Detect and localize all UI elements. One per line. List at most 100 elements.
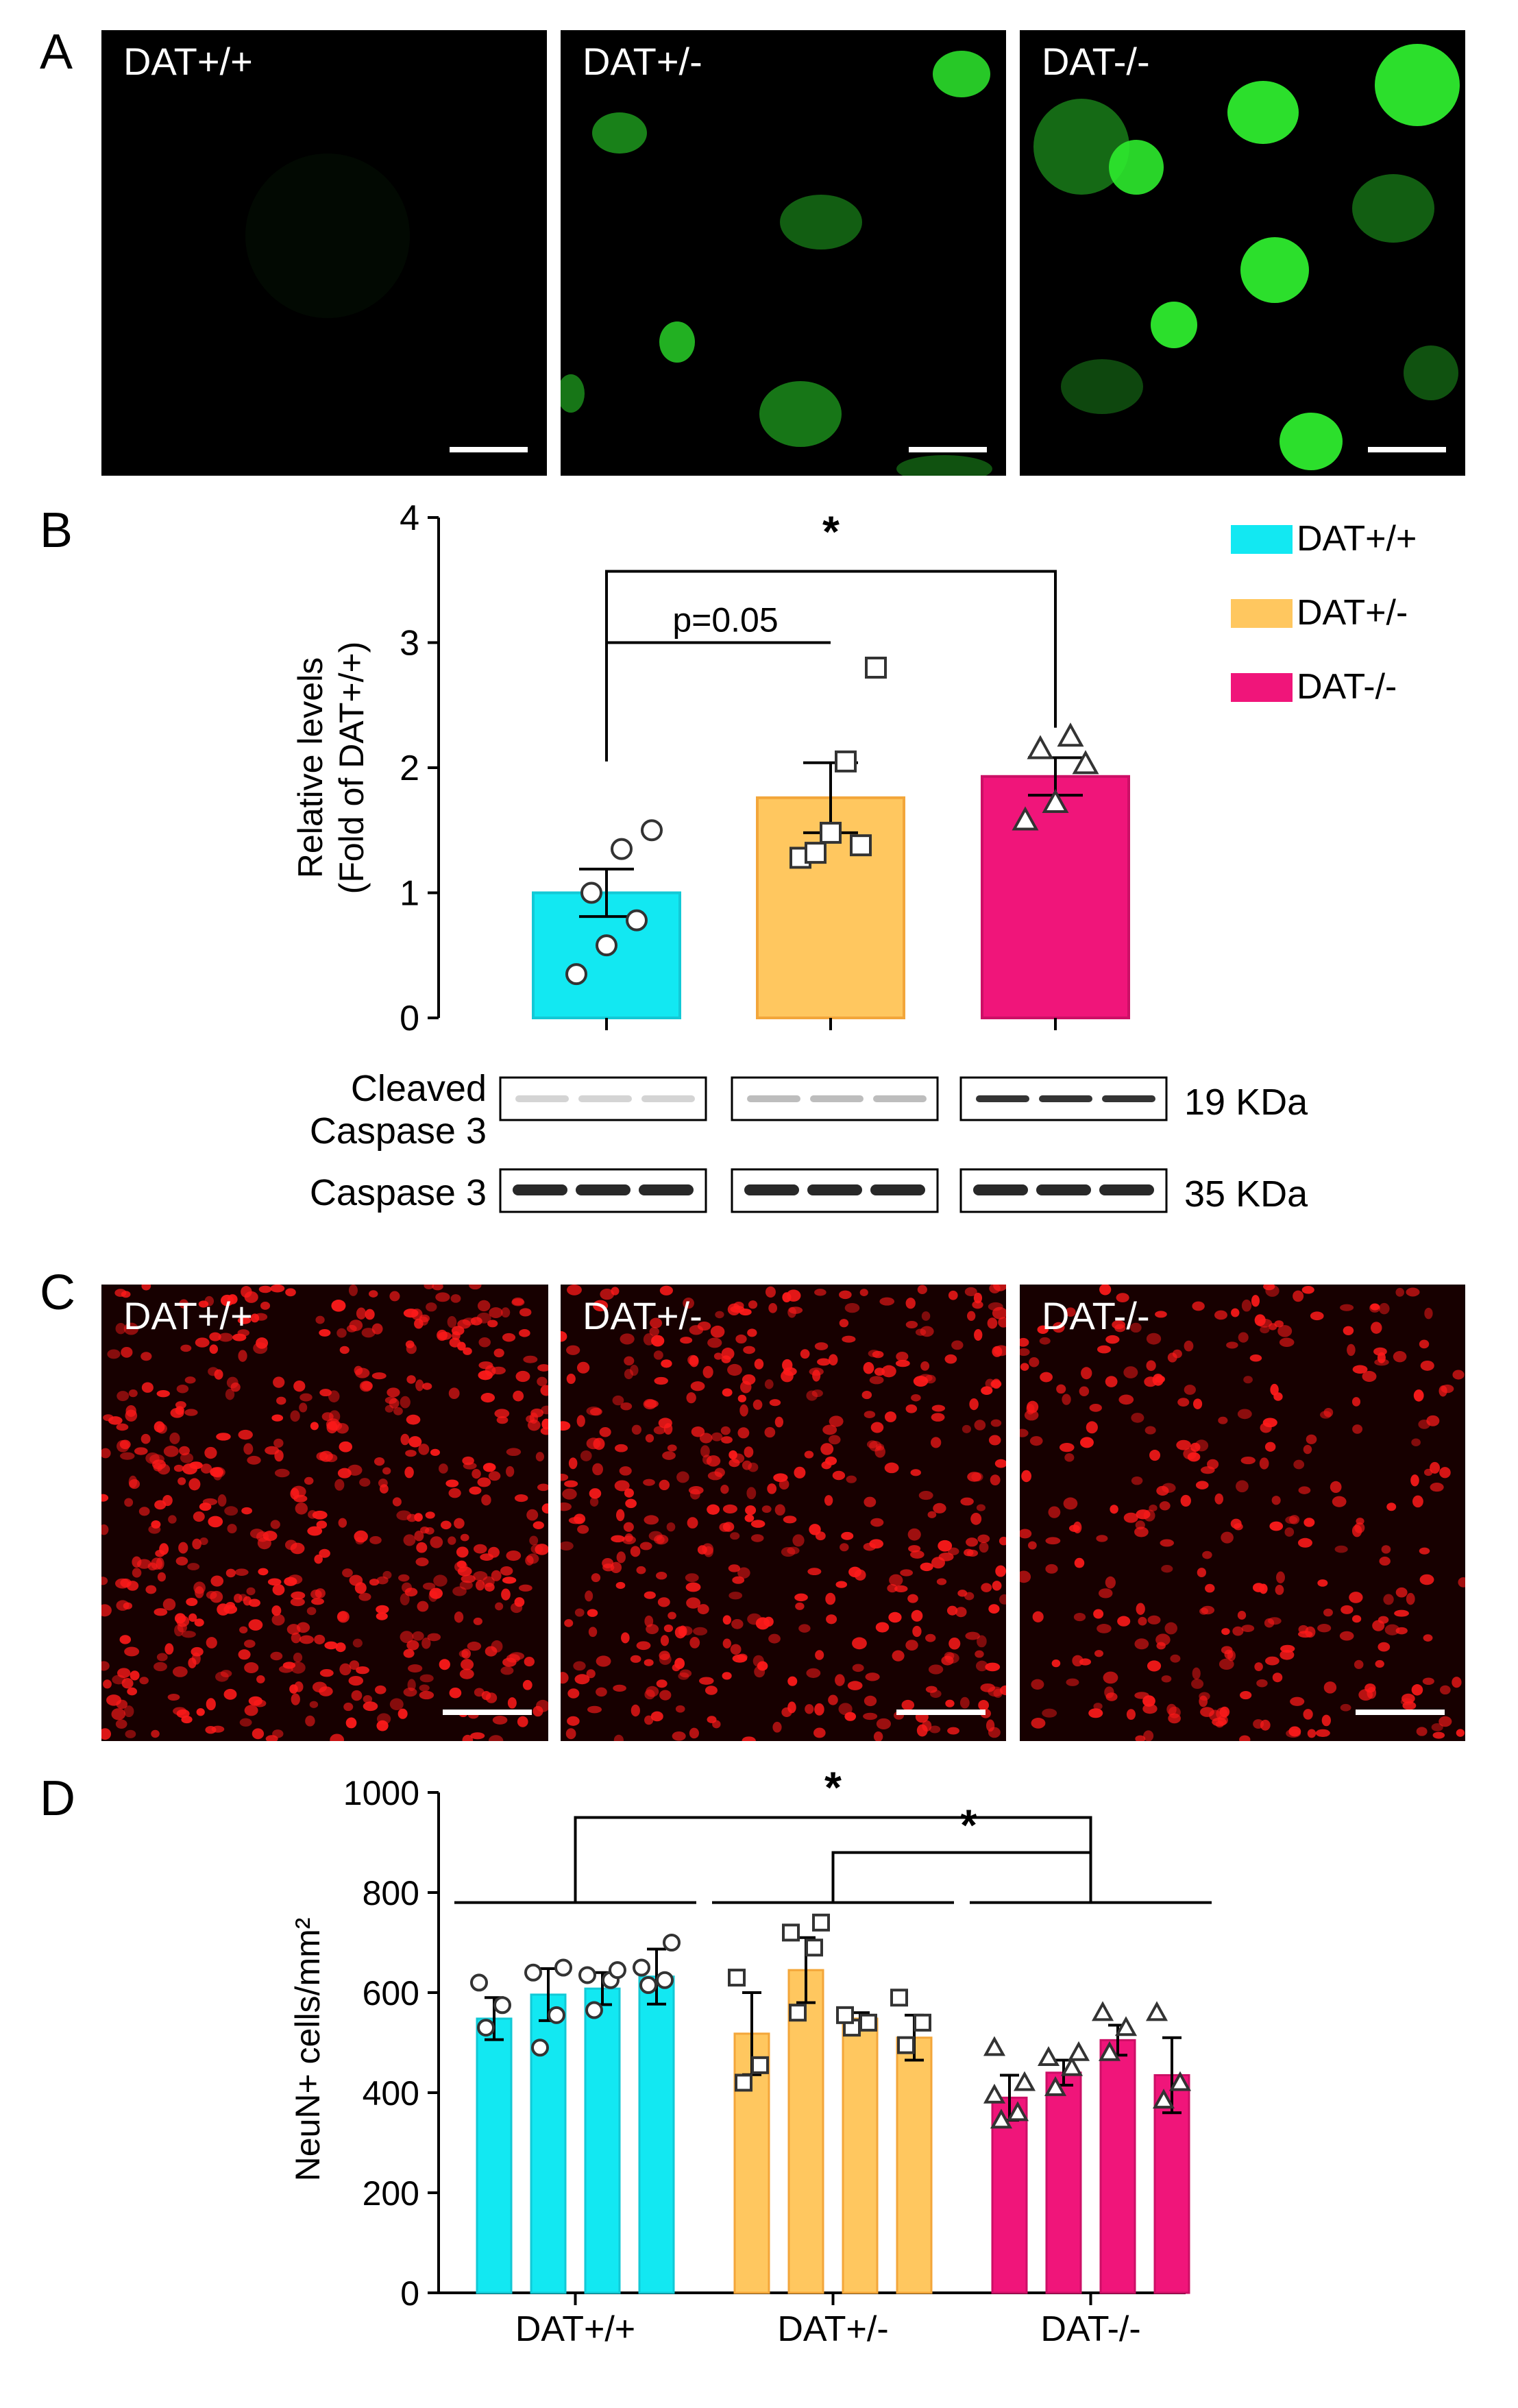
neuron <box>107 1349 121 1359</box>
neuron <box>705 1686 718 1695</box>
neuron <box>580 1450 592 1461</box>
data-point <box>477 2019 495 2037</box>
y-tick-label: 800 <box>363 1874 419 1912</box>
neuron <box>1195 1481 1209 1489</box>
neuron <box>1199 1692 1210 1701</box>
neuron <box>154 1608 168 1616</box>
neuron <box>1419 1574 1434 1585</box>
data-point <box>890 1989 908 2007</box>
neuron <box>869 1539 884 1549</box>
green-signal-wt <box>245 154 410 318</box>
neuron <box>363 1701 378 1712</box>
neuron <box>106 1694 121 1706</box>
neuron <box>507 1697 517 1709</box>
neuron <box>506 1466 515 1477</box>
neuron <box>502 1333 516 1342</box>
neuron <box>369 1536 382 1544</box>
neuron <box>501 1307 511 1318</box>
neuron <box>348 1675 364 1686</box>
neuron <box>1339 1631 1354 1641</box>
neuron <box>376 1605 389 1614</box>
neuron <box>959 1696 970 1709</box>
neuron <box>321 1412 334 1422</box>
neuron <box>1253 1719 1264 1729</box>
neuron <box>561 1672 569 1684</box>
neuron <box>488 1735 504 1741</box>
neuron <box>722 1672 732 1680</box>
neuron <box>596 1687 607 1697</box>
neuron <box>838 1703 853 1716</box>
annotation-star: * <box>824 1763 842 1812</box>
neuron <box>117 1391 130 1402</box>
neuron <box>966 1537 979 1547</box>
neuron <box>101 1448 111 1459</box>
neuron <box>1031 1717 1046 1729</box>
neuron <box>336 1423 349 1434</box>
neuron <box>493 1348 504 1358</box>
neuron <box>832 1470 846 1481</box>
neuron <box>1029 1357 1040 1367</box>
neuron <box>1214 1310 1227 1320</box>
neuron <box>879 1297 895 1306</box>
bracket-star-2 <box>831 1851 1091 1903</box>
neuron <box>978 1699 989 1711</box>
data-point <box>1044 2076 1067 2096</box>
neuron <box>988 1686 1003 1697</box>
neuron <box>623 1522 634 1532</box>
neuron <box>1221 1628 1230 1635</box>
neuron <box>931 1413 945 1422</box>
neuron <box>339 1663 352 1676</box>
neuron <box>477 1300 491 1312</box>
neuron <box>679 1669 692 1678</box>
neuron <box>585 1590 593 1602</box>
neuron <box>1400 1698 1414 1705</box>
neuron <box>101 1524 109 1535</box>
neuron <box>686 1392 696 1404</box>
neuron <box>376 1720 389 1731</box>
neuron <box>181 1631 196 1638</box>
neuron <box>711 1432 723 1442</box>
neuron <box>875 1622 890 1633</box>
neuron <box>1190 1442 1201 1452</box>
neuron <box>1298 1486 1311 1494</box>
neuron <box>864 1695 877 1707</box>
neuron <box>763 1616 774 1627</box>
neuron <box>1142 1703 1158 1714</box>
neuron <box>768 1633 781 1644</box>
neuron <box>955 1607 967 1618</box>
neuron <box>529 1535 539 1546</box>
neuron <box>125 1729 136 1738</box>
neuron <box>1275 1585 1284 1595</box>
neuron <box>876 1718 891 1730</box>
neuron <box>1219 1658 1234 1670</box>
neuron <box>1378 1302 1390 1315</box>
blot-band <box>1039 1095 1092 1102</box>
neuron <box>787 1546 800 1555</box>
neuron <box>913 1376 929 1387</box>
neuron <box>1065 1307 1076 1317</box>
neuron <box>806 1390 818 1401</box>
neuron <box>290 1597 305 1607</box>
neuron <box>432 1285 443 1291</box>
legend-swatch-het <box>1231 599 1293 628</box>
neuron <box>433 1574 448 1587</box>
neuron <box>781 1546 796 1557</box>
neuron <box>496 1416 509 1424</box>
neuron <box>460 1533 469 1542</box>
neuron <box>901 1699 915 1711</box>
neuron <box>1205 1583 1215 1593</box>
neuron <box>1237 1611 1247 1620</box>
neuron <box>721 1436 733 1444</box>
neuron <box>186 1597 198 1606</box>
neuron <box>223 1688 237 1700</box>
neuron <box>654 1376 668 1385</box>
neuron <box>1026 1404 1035 1415</box>
neuron <box>406 1414 421 1425</box>
neuron <box>660 1635 670 1646</box>
neuron <box>680 1337 693 1344</box>
neuron <box>1236 1480 1249 1493</box>
neuron <box>828 1694 838 1705</box>
neuron <box>1351 1524 1362 1537</box>
neuron <box>1079 1437 1094 1448</box>
neuron <box>1135 1520 1145 1530</box>
